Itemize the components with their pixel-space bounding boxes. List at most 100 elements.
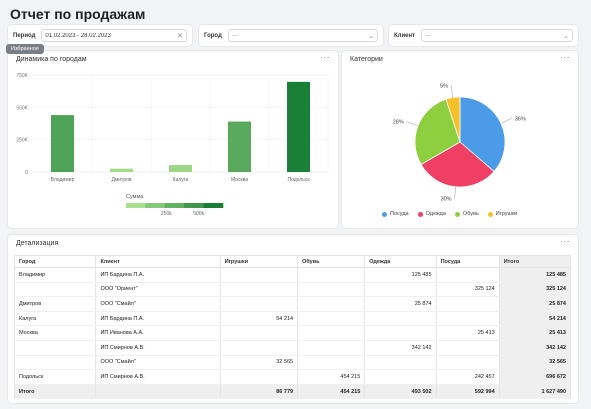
- table-row[interactable]: Подольск ИП Смирнов А.В. 454 215 242 457 696…: [13, 369, 572, 385]
- category-panel: Категории ··· 36% 30% 28% 5% Посуда Одежда Об…: [342, 51, 578, 228]
- bar: [51, 115, 74, 172]
- y-tick-label: 0: [25, 170, 28, 176]
- table-cell: Подольск: [13, 369, 97, 385]
- chevron-down-icon[interactable]: ⌄: [368, 32, 374, 40]
- table-cell: 325 124: [435, 282, 500, 298]
- legend-item[interactable]: Обувь: [454, 211, 479, 217]
- table-cell: [219, 267, 299, 283]
- bar: [169, 165, 192, 172]
- table-cell: [219, 369, 299, 385]
- column-header[interactable]: Обувь: [297, 255, 366, 268]
- table-cell: [219, 296, 299, 312]
- table-cell: 125 485: [498, 267, 572, 283]
- pie-slice-label: 36%: [515, 116, 526, 122]
- column-header[interactable]: Клиент: [95, 255, 221, 268]
- client-select[interactable]: — ⌄: [421, 29, 573, 42]
- legend-item[interactable]: Игрушки: [487, 211, 518, 217]
- table-row[interactable]: Москва ИП Иванова А.А. 25 413 25 413: [13, 325, 572, 341]
- city-filter-label: Город: [204, 32, 222, 39]
- city-dynamics-panel: Динамика по городам ··· 750K 500K 250K 0 Вла…: [8, 51, 338, 228]
- table-row[interactable]: ИП Смирнов А.В. 342 142 342 142: [13, 340, 572, 356]
- table-cell: Владимир: [13, 267, 97, 283]
- table-cell: 125 485: [364, 267, 437, 283]
- table-cell: [364, 369, 437, 385]
- table-cell: 25 413: [498, 325, 572, 341]
- more-menu-icon[interactable]: ···: [560, 237, 570, 246]
- color-scale-segment: [126, 203, 146, 208]
- page-title: Отчет по продажам: [10, 6, 146, 22]
- table-cell: [364, 325, 437, 341]
- legend-label: Игрушки: [495, 211, 518, 217]
- total-cell: 493 502: [364, 383, 437, 400]
- color-scale-tick: 500k: [193, 211, 204, 217]
- table-cell: Москва: [13, 325, 97, 341]
- table-cell: [435, 355, 500, 371]
- period-filter: Период 01.02.2023 - 28.02.2023 ✕: [8, 25, 192, 46]
- bar: [228, 121, 251, 172]
- period-filter-label: Период: [13, 32, 36, 39]
- table-cell: [435, 267, 500, 283]
- total-cell: 592 994: [435, 383, 500, 400]
- city-bar-chart: 750K 500K 250K 0 Владимир Дмитров Калуга Москва…: [16, 73, 329, 217]
- period-input[interactable]: 01.02.2023 - 28.02.2023 ✕: [41, 29, 187, 42]
- table-cell: [435, 340, 500, 356]
- table-row[interactable]: ООО "Смайл" 32 565 32 565: [13, 355, 572, 371]
- table-row[interactable]: Дмитров ООО "Смайл" 25 874 25 874: [13, 296, 572, 312]
- legend-label: Обувь: [462, 211, 479, 217]
- table-cell: [297, 296, 366, 312]
- table-row[interactable]: ООО "Ориент" 325 124 325 124: [13, 282, 572, 298]
- favorites-badge[interactable]: Избранное: [6, 44, 44, 54]
- table-cell: 32 565: [498, 355, 572, 371]
- pie-slice: [414, 98, 461, 166]
- table-cell: [364, 311, 437, 327]
- x-tick-label: Подольск: [287, 177, 310, 183]
- table-cell: [364, 355, 437, 371]
- client-filter-label: Клиент: [394, 32, 416, 39]
- chevron-down-icon[interactable]: ⌄: [563, 32, 569, 40]
- pie-legend: Посуда Одежда Обувь Игрушки: [382, 211, 526, 217]
- table-cell: [297, 282, 366, 298]
- client-filter: Клиент — ⌄: [389, 25, 578, 46]
- city-value: —: [231, 32, 238, 39]
- table-cell: [364, 282, 437, 298]
- table-row[interactable]: Владимир ИП Бардина П.А. 125 485 125 485: [13, 267, 572, 283]
- pie-slice: [459, 96, 506, 173]
- y-tick-label: 750K: [16, 73, 28, 79]
- column-header[interactable]: Игрушки: [219, 255, 299, 268]
- legend-label: Посуда: [390, 211, 409, 217]
- pie-leader-line: [406, 121, 419, 127]
- table-cell: [219, 340, 299, 356]
- legend-item[interactable]: Посуда: [382, 211, 409, 217]
- column-header[interactable]: Одежда: [364, 255, 437, 268]
- more-menu-icon[interactable]: ···: [560, 53, 570, 62]
- city-filter: Город — ⌄: [199, 25, 383, 46]
- table-cell: [297, 311, 366, 327]
- color-scale-title: Сумма: [126, 194, 144, 200]
- table-cell: [435, 296, 500, 312]
- color-scale-segment: [164, 203, 185, 208]
- table-cell: 696 672: [498, 369, 572, 385]
- table-cell: [13, 282, 97, 298]
- color-scale-segment: [184, 203, 204, 208]
- table-cell: 54 214: [498, 311, 572, 327]
- table-cell: 342 142: [364, 340, 437, 356]
- table-cell: [435, 311, 500, 327]
- pie-leader-line: [500, 118, 512, 124]
- table-cell: ИП Бардина П.А.: [95, 311, 221, 327]
- pie-slice-label: 5%: [440, 84, 448, 90]
- more-menu-icon[interactable]: ···: [320, 53, 330, 62]
- table-row[interactable]: Калуга ИП Бардина П.А. 54 214 54 214: [13, 311, 572, 327]
- x-tick-label: Москва: [231, 177, 248, 183]
- column-header[interactable]: Город: [13, 255, 97, 268]
- column-header[interactable]: Посуда: [435, 255, 500, 268]
- legend-item[interactable]: Одежда: [417, 211, 446, 217]
- column-header[interactable]: Итого: [498, 255, 572, 268]
- color-scale-tick: 250k: [161, 211, 172, 217]
- city-select[interactable]: — ⌄: [227, 29, 378, 42]
- table-header-row: Город Клиент Игрушки Обувь Одежда Посуда Итого: [13, 255, 572, 268]
- table-cell: 25 874: [498, 296, 572, 312]
- category-panel-title: Категории: [350, 56, 383, 63]
- client-value: —: [425, 32, 432, 39]
- clear-icon[interactable]: ✕: [177, 32, 183, 40]
- x-tick-label: Дмитров: [111, 177, 131, 183]
